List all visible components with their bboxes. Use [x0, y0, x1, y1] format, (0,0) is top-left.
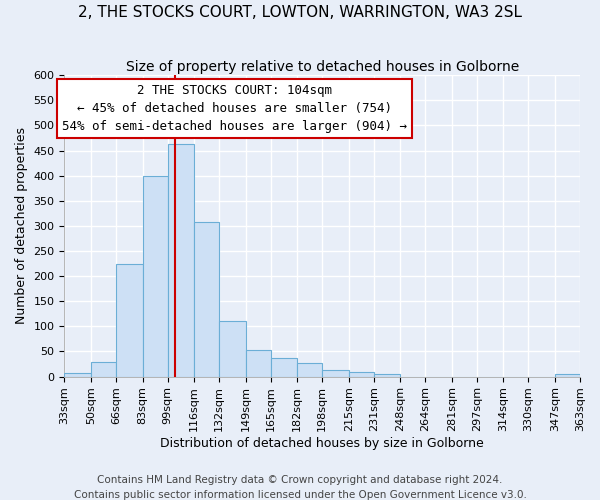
- Bar: [349, 372, 374, 376]
- Bar: [322, 370, 349, 376]
- Title: Size of property relative to detached houses in Golborne: Size of property relative to detached ho…: [125, 60, 519, 74]
- Text: 2, THE STOCKS COURT, LOWTON, WARRINGTON, WA3 2SL: 2, THE STOCKS COURT, LOWTON, WARRINGTON,…: [78, 5, 522, 20]
- Bar: [91, 362, 116, 376]
- Text: 2 THE STOCKS COURT: 104sqm
← 45% of detached houses are smaller (754)
54% of sem: 2 THE STOCKS COURT: 104sqm ← 45% of deta…: [62, 84, 407, 133]
- Bar: [116, 264, 143, 376]
- Bar: [194, 222, 219, 376]
- Bar: [143, 176, 167, 376]
- Y-axis label: Number of detached properties: Number of detached properties: [15, 128, 28, 324]
- Bar: [245, 350, 271, 376]
- X-axis label: Distribution of detached houses by size in Golborne: Distribution of detached houses by size …: [160, 437, 484, 450]
- Bar: [297, 363, 322, 376]
- Bar: [219, 322, 245, 376]
- Bar: [271, 358, 297, 376]
- Bar: [374, 374, 400, 376]
- Bar: [555, 374, 580, 376]
- Bar: [167, 144, 194, 376]
- Text: Contains HM Land Registry data © Crown copyright and database right 2024.
Contai: Contains HM Land Registry data © Crown c…: [74, 474, 526, 500]
- Bar: [64, 373, 91, 376]
